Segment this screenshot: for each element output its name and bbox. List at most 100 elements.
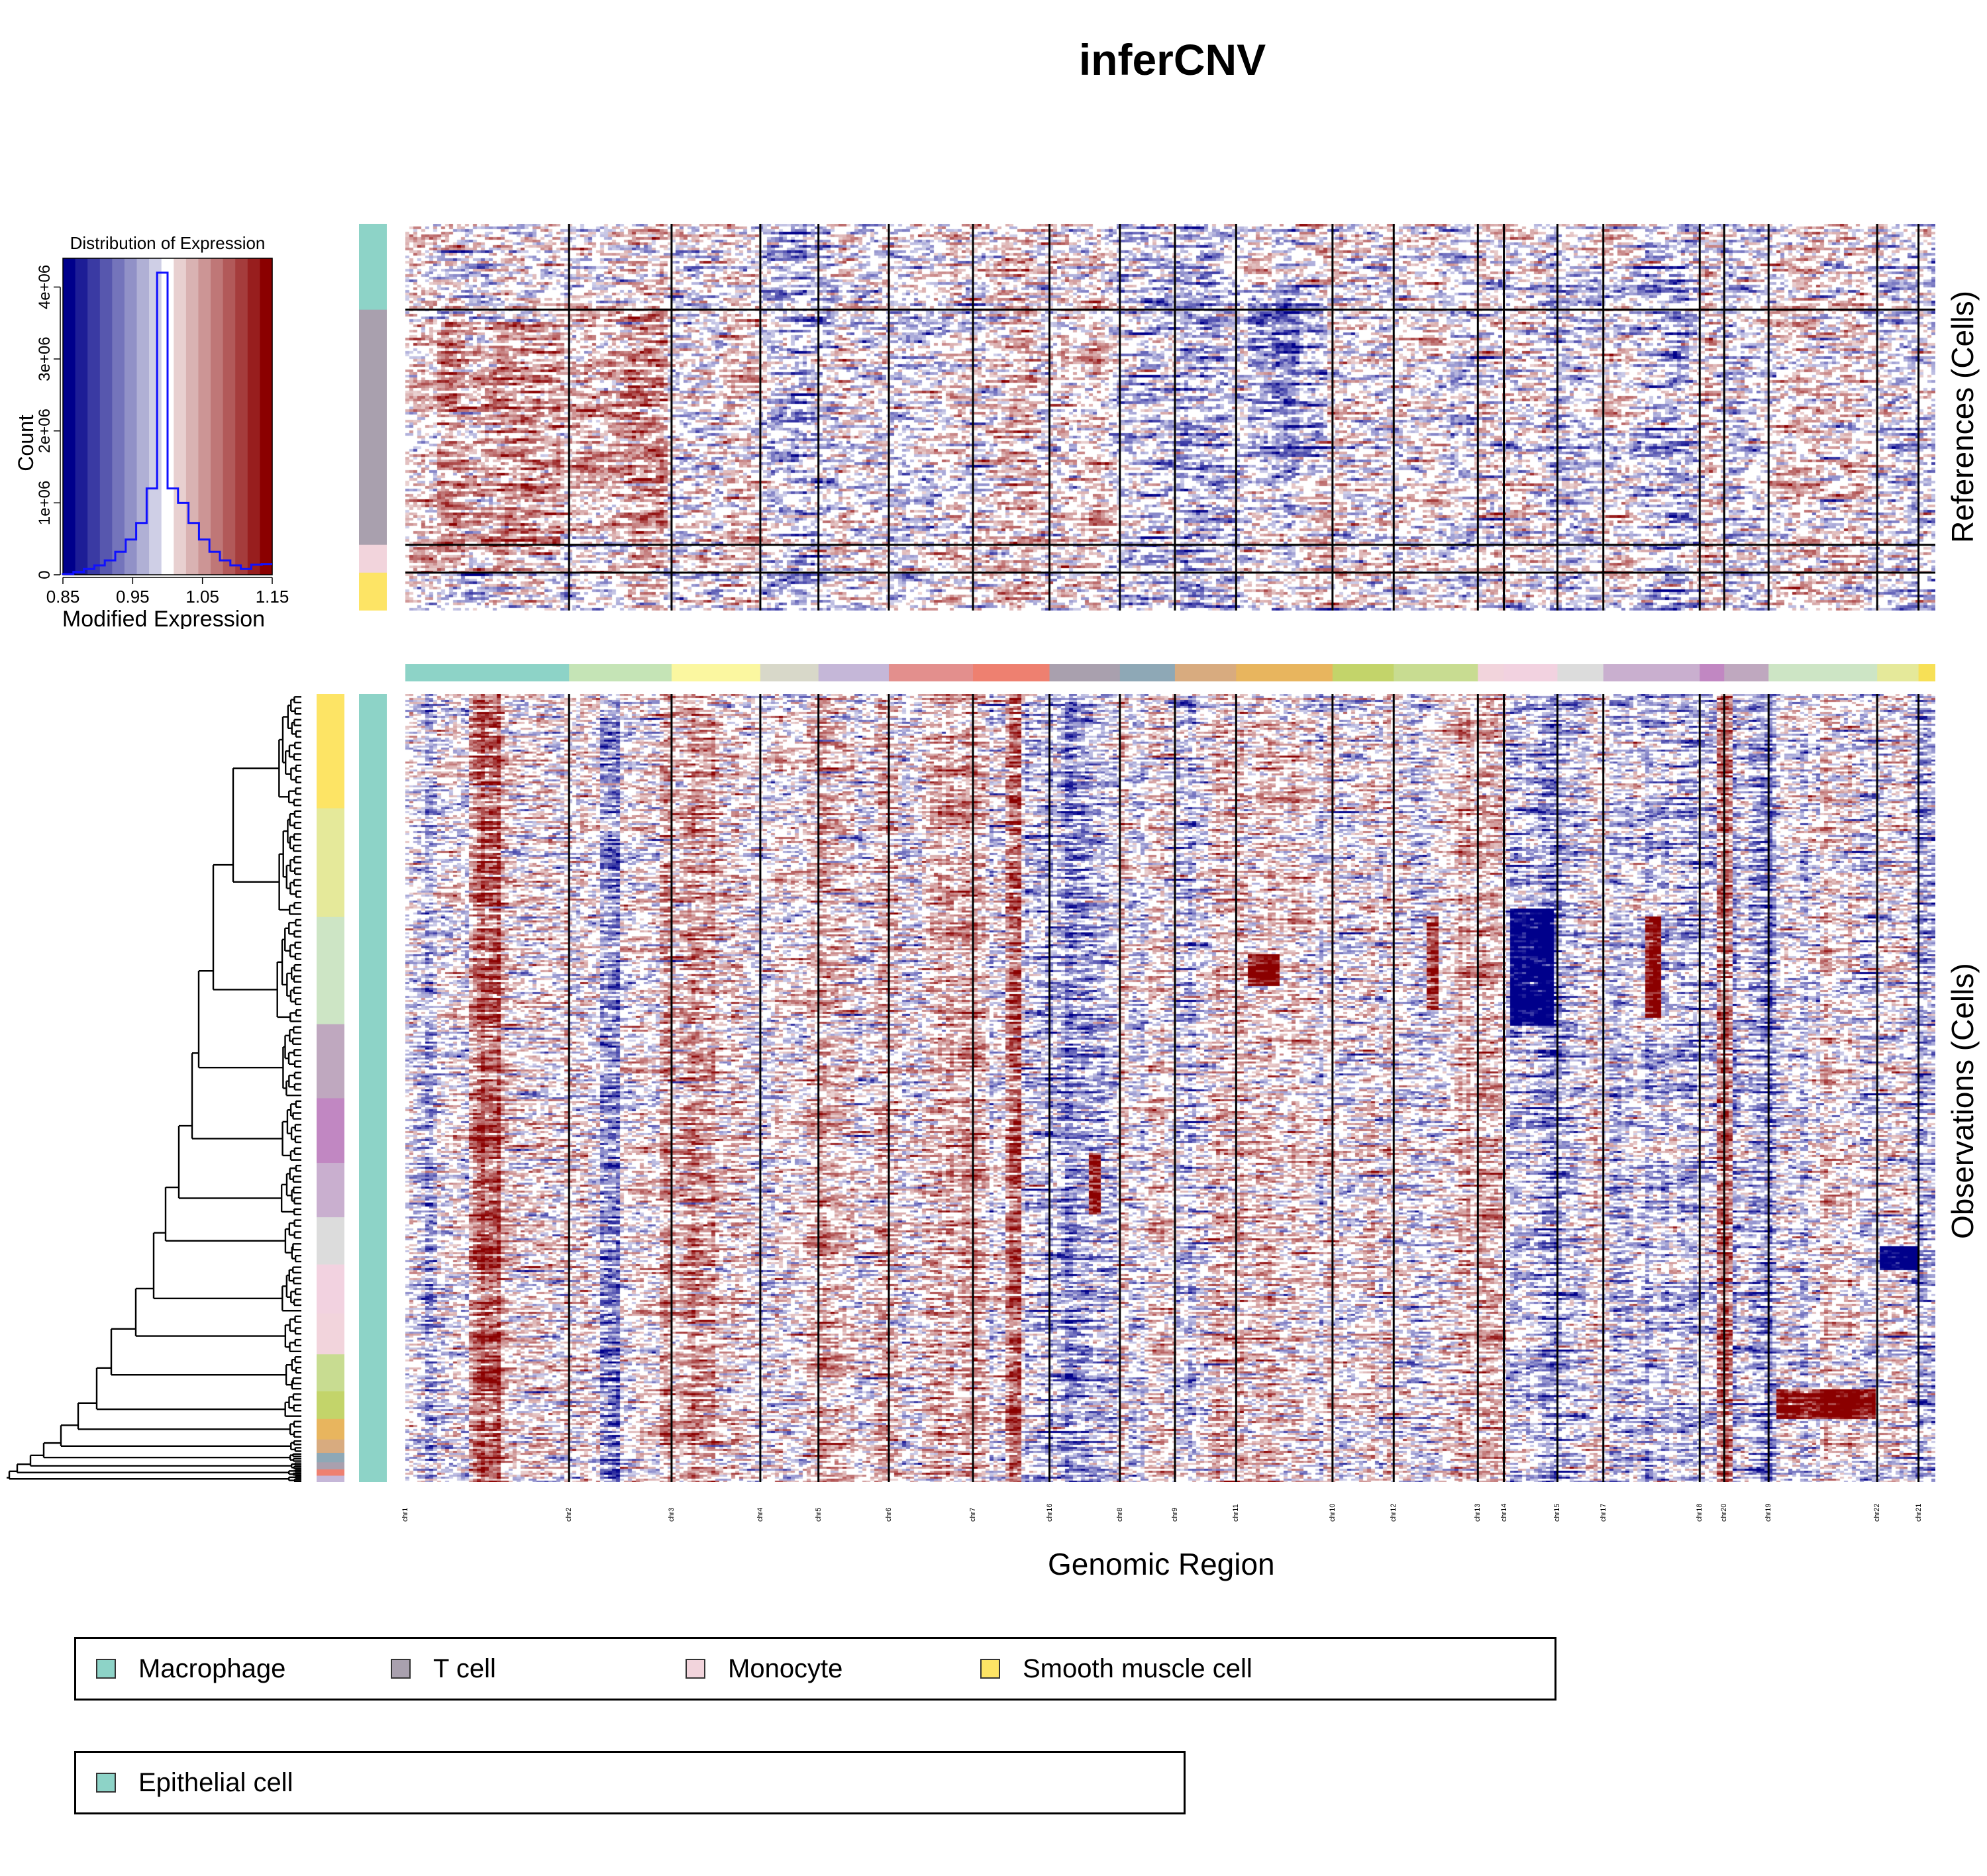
colorbar-band bbox=[211, 258, 224, 575]
legend-item: Monocyte bbox=[686, 1639, 842, 1699]
chromosome-tick-labels: chr1 chr2 chr3 chr4 chr5 chr6 chr7 chr16 chr8 chr… bbox=[401, 1498, 1935, 1524]
observation-group-annotation bbox=[359, 694, 387, 1482]
reference-legend: Macrophage T cell Monocyte Smooth muscle ce… bbox=[74, 1637, 1556, 1701]
chromosome-label-chr15: chr15 bbox=[1553, 1503, 1562, 1522]
observation-subcluster-block-13 bbox=[317, 1452, 344, 1463]
chromosome-label-chr11: chr11 bbox=[1232, 1504, 1241, 1522]
hist-x-tick-label: 0.95 bbox=[116, 587, 150, 607]
references-axis-label: References (Cells) bbox=[1945, 291, 1980, 543]
observation-heatmap bbox=[405, 694, 1935, 1482]
hist-frame bbox=[62, 258, 273, 575]
colorbar-band bbox=[87, 258, 101, 575]
legend-swatch bbox=[686, 1659, 705, 1679]
chromosome-label-chr12: chr12 bbox=[1390, 1503, 1398, 1522]
legend-swatch bbox=[391, 1659, 411, 1679]
colorbar-band bbox=[63, 258, 76, 575]
legend-label: Macrophage bbox=[138, 1654, 286, 1683]
hist-x-tick-label: 0.85 bbox=[46, 587, 80, 607]
chromosome-label-chr3: chr3 bbox=[667, 1507, 676, 1522]
colorbar-band bbox=[149, 258, 162, 575]
chromosome-label-chr2: chr2 bbox=[565, 1507, 574, 1522]
chromosome-bar-chr6 bbox=[888, 664, 974, 681]
hist-y-tick-label: 2e+06 bbox=[36, 409, 54, 453]
histogram-y-label: Count bbox=[14, 415, 38, 471]
chromosome-label-chr17: chr17 bbox=[1599, 1503, 1607, 1522]
reference-heatmap-overlay bbox=[405, 224, 1935, 611]
chromosome-bar-chr21 bbox=[1918, 664, 1935, 681]
colorbar-band bbox=[223, 258, 236, 575]
legend-item: Smooth muscle cell bbox=[980, 1639, 1252, 1699]
chromosome-bar-chr2 bbox=[569, 664, 672, 681]
chromosome-color-bar bbox=[405, 664, 1935, 681]
chromosome-label-chr4: chr4 bbox=[756, 1507, 764, 1522]
chromosome-bar-chr12 bbox=[1394, 664, 1478, 681]
observations-axis-label: Observations (Cells) bbox=[1945, 963, 1980, 1239]
chromosome-bar-chr19 bbox=[1768, 664, 1878, 681]
observation-group-block-0 bbox=[359, 694, 387, 1482]
colorbar-band bbox=[198, 258, 211, 575]
chromosome-label-chr8: chr8 bbox=[1115, 1507, 1124, 1522]
chromosome-label-chr6: chr6 bbox=[884, 1507, 893, 1522]
legend-item: Epithelial cell bbox=[96, 1753, 293, 1812]
hist-x-tick-label: 1.15 bbox=[256, 587, 289, 607]
chromosome-label-chr21: chr21 bbox=[1914, 1503, 1923, 1522]
observation-subcluster-annotation bbox=[317, 694, 344, 1482]
chart-title: inferCNV bbox=[1078, 35, 1266, 84]
chromosome-label-chr22: chr22 bbox=[1873, 1503, 1882, 1522]
histogram-line bbox=[62, 272, 272, 575]
chromosome-label-chr1: chr1 bbox=[401, 1507, 409, 1522]
legend-swatch bbox=[980, 1659, 1000, 1679]
observation-subcluster-block-9 bbox=[317, 1354, 344, 1392]
reference-heatmap bbox=[405, 224, 1935, 611]
observation-subcluster-block-3 bbox=[317, 1024, 344, 1099]
chromosome-bar-chr10 bbox=[1332, 664, 1394, 681]
colorbar-band bbox=[75, 258, 88, 575]
reference-group-block-0 bbox=[359, 224, 387, 311]
observation-subcluster-block-5 bbox=[317, 1163, 344, 1218]
chromosome-label-chr10: chr10 bbox=[1328, 1503, 1337, 1522]
legend-swatch bbox=[96, 1773, 116, 1793]
chromosome-bar-chr5 bbox=[818, 664, 890, 681]
histogram-title: Distribution of Expression bbox=[70, 233, 266, 253]
hist-y-tick-label: 4e+06 bbox=[36, 265, 54, 309]
hist-y-tick-label: 0 bbox=[36, 570, 54, 579]
chromosome-bar-chr20 bbox=[1724, 664, 1769, 681]
hist-x-tick-label: 1.05 bbox=[185, 587, 219, 607]
chromosome-bar-chr1 bbox=[405, 664, 570, 681]
x-axis-label: Genomic Region bbox=[1048, 1547, 1275, 1581]
reference-group-block-2 bbox=[359, 544, 387, 573]
chromosome-label-chr9: chr9 bbox=[1170, 1507, 1179, 1522]
observation-subcluster-block-6 bbox=[317, 1217, 344, 1265]
legend-swatch bbox=[96, 1659, 116, 1679]
observation-legend: Epithelial cell bbox=[74, 1751, 1186, 1814]
observation-subcluster-block-7 bbox=[317, 1264, 344, 1314]
colorbar-band bbox=[112, 258, 125, 575]
legend-label: Monocyte bbox=[728, 1654, 843, 1683]
observation-subcluster-block-10 bbox=[317, 1391, 344, 1420]
observation-subcluster-block-14 bbox=[317, 1462, 344, 1470]
observation-subcluster-block-0 bbox=[317, 694, 344, 809]
colorbar-band bbox=[247, 258, 261, 575]
chromosome-bar-chr8 bbox=[1119, 664, 1176, 681]
observation-dendrogram bbox=[7, 696, 301, 1482]
chromosome-label-chr19: chr19 bbox=[1764, 1503, 1773, 1522]
legend-label: Smooth muscle cell bbox=[1023, 1654, 1252, 1683]
chromosome-label-chr14: chr14 bbox=[1500, 1503, 1508, 1522]
colorbar-band bbox=[260, 258, 273, 575]
chromosome-bar-chr13 bbox=[1478, 664, 1505, 681]
chromosome-label-chr20: chr20 bbox=[1720, 1503, 1729, 1522]
chromosome-bar-chr18 bbox=[1700, 664, 1725, 681]
observation-subcluster-block-11 bbox=[317, 1418, 344, 1440]
chromosome-bar-chr7 bbox=[973, 664, 1050, 681]
observation-subcluster-block-1 bbox=[317, 808, 344, 918]
hist-y-tick-label: 1e+06 bbox=[36, 481, 54, 525]
chromosome-label-chr5: chr5 bbox=[814, 1507, 823, 1522]
chromosome-bar-chr16 bbox=[1049, 664, 1121, 681]
colorbar-band bbox=[235, 258, 248, 575]
legend-item: Macrophage bbox=[96, 1639, 285, 1699]
chromosome-bar-chr9 bbox=[1174, 664, 1237, 681]
histogram-x-label: Modified Expression bbox=[62, 607, 265, 629]
chromosome-bar-chr15 bbox=[1557, 664, 1604, 681]
observation-subcluster-block-4 bbox=[317, 1098, 344, 1163]
observation-subcluster-block-15 bbox=[317, 1469, 344, 1476]
